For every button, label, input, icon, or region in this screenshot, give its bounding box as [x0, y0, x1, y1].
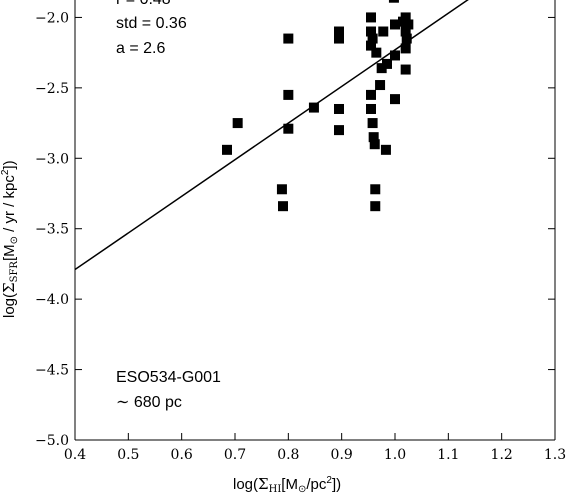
plot-area — [75, 0, 469, 271]
data-point — [276, 184, 287, 195]
x-tick-label: 1.3 — [544, 447, 566, 463]
data-point — [400, 12, 411, 23]
data-point — [390, 94, 400, 105]
y-tick-label: −2.0 — [35, 10, 69, 26]
x-tick-label: 1.2 — [491, 447, 513, 463]
data-point — [400, 26, 411, 37]
data-point — [370, 201, 381, 212]
data-point — [400, 43, 411, 54]
data-point — [368, 132, 379, 143]
galaxy-name: ESO534-G001 — [116, 369, 221, 386]
x-tick-label: 0.6 — [171, 447, 193, 463]
stat-annotation: a = 2.6 — [116, 40, 165, 57]
data-point — [308, 102, 319, 113]
data-point — [375, 80, 386, 91]
data-point — [334, 33, 344, 44]
data-point — [366, 40, 376, 51]
data-point — [376, 63, 387, 74]
annotations: r = 0.48 std = 0.36 a = 2.6 ESO534-G001 ∼ 68… — [116, 0, 221, 411]
x-tick-label: 1.1 — [437, 447, 459, 463]
data-point — [366, 103, 376, 114]
data-point — [390, 19, 400, 30]
x-tick-label: 0.5 — [117, 447, 139, 463]
data-point — [334, 26, 344, 37]
data-point — [370, 184, 381, 195]
y-axis-label: log(ΣSFR[M⊙ / yr / kpc2]) — [0, 160, 20, 318]
data-point — [390, 50, 400, 61]
data-point — [283, 33, 294, 44]
x-tick-label: 1.0 — [384, 447, 406, 463]
data-point — [378, 26, 389, 37]
resolution-label: ∼ 680 pc — [116, 394, 182, 411]
data-point — [278, 201, 288, 212]
x-tick-label: 0.9 — [331, 447, 353, 463]
data-point — [222, 144, 232, 155]
data-point — [367, 33, 378, 44]
data-point — [369, 139, 380, 150]
data-point — [232, 118, 243, 129]
data-point — [283, 123, 294, 134]
x-tick-label: 0.4 — [64, 447, 86, 463]
x-axis-label: log(ΣHI[M⊙/pc2]) — [233, 475, 341, 495]
x-tick-label: 0.8 — [277, 447, 299, 463]
data-point — [367, 118, 378, 129]
y-tick-label: −2.5 — [35, 81, 69, 97]
data-point — [403, 19, 414, 30]
x-tick-label: 0.7 — [224, 447, 246, 463]
y-tick-label: −3.5 — [35, 222, 69, 238]
y-tick-label: −4.0 — [35, 292, 69, 308]
data-point — [382, 58, 392, 69]
stat-annotation: std = 0.36 — [116, 15, 187, 32]
axes: 0.4 0.5 0.6 0.7 0.8 0.9 1.0 1.1 1.2 1.3 −5.0 −4.5 −4… — [0, 0, 566, 495]
data-point — [366, 26, 376, 37]
y-tick-label: −3.0 — [35, 151, 69, 167]
data-point — [400, 64, 411, 75]
y-tick-label: −4.5 — [35, 363, 69, 379]
data-point — [334, 125, 344, 136]
stat-annotation: r = 0.48 — [116, 0, 171, 8]
data-point — [388, 0, 399, 3]
data-point — [334, 103, 344, 114]
data-point — [283, 89, 294, 100]
data-point — [371, 47, 382, 58]
data-point — [366, 12, 376, 23]
y-tick-label: −5.0 — [35, 433, 69, 449]
data-point — [380, 144, 391, 155]
data-point — [366, 89, 376, 100]
data-point — [401, 33, 412, 44]
